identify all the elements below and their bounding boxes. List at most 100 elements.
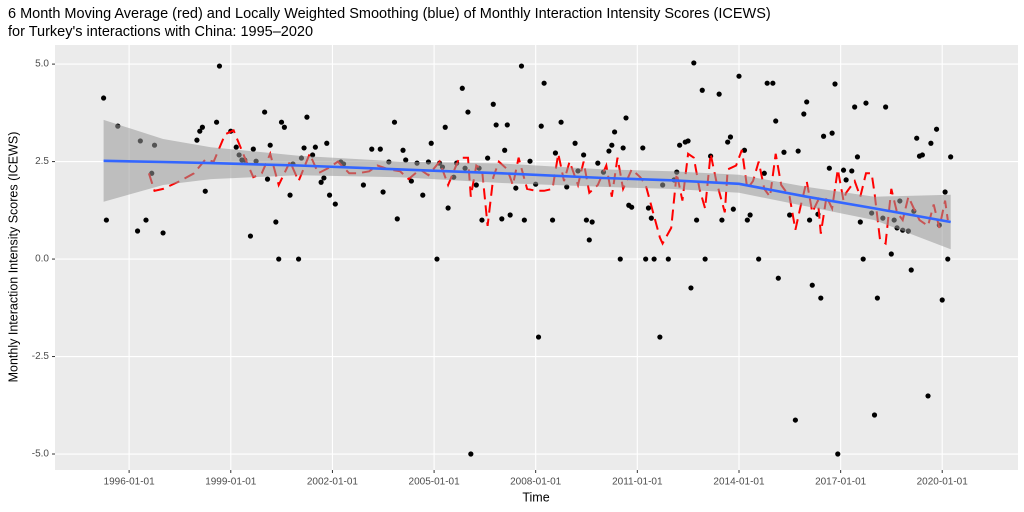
data-point bbox=[473, 182, 479, 188]
data-point bbox=[521, 217, 527, 223]
data-point bbox=[843, 177, 849, 183]
x-tick-label: 2011-01-01 bbox=[612, 477, 663, 488]
data-point bbox=[332, 201, 338, 207]
data-point bbox=[939, 297, 945, 303]
data-point bbox=[756, 256, 762, 262]
data-point bbox=[832, 81, 838, 87]
data-point bbox=[849, 168, 855, 174]
data-point bbox=[928, 140, 934, 146]
data-point bbox=[199, 124, 205, 130]
data-point bbox=[770, 80, 776, 86]
data-point bbox=[535, 334, 542, 340]
data-point bbox=[564, 184, 570, 190]
data-point bbox=[394, 216, 400, 222]
data-point bbox=[558, 119, 564, 125]
y-tick-label: -2.5 bbox=[32, 351, 50, 362]
data-point bbox=[719, 217, 725, 223]
x-tick-label: 2020-01-01 bbox=[917, 477, 969, 488]
data-point bbox=[829, 130, 835, 136]
data-point bbox=[857, 219, 863, 225]
data-point bbox=[499, 216, 505, 222]
data-point bbox=[321, 175, 327, 181]
data-point bbox=[787, 212, 793, 218]
data-point bbox=[216, 63, 223, 69]
data-point bbox=[549, 217, 556, 223]
data-point bbox=[677, 142, 683, 148]
data-point bbox=[871, 412, 878, 418]
data-point bbox=[360, 182, 367, 188]
data-point bbox=[468, 451, 474, 457]
data-point bbox=[606, 148, 612, 154]
data-point bbox=[806, 217, 813, 223]
data-point bbox=[143, 217, 149, 223]
x-tick-label: 2008-01-01 bbox=[510, 477, 562, 488]
data-point bbox=[685, 138, 691, 144]
data-point bbox=[583, 217, 590, 223]
data-point bbox=[688, 285, 694, 291]
data-point bbox=[103, 217, 109, 223]
data-point bbox=[612, 129, 618, 135]
data-point bbox=[933, 126, 940, 132]
data-point bbox=[485, 155, 491, 161]
data-point bbox=[318, 179, 324, 185]
x-tick-label: 2017-01-01 bbox=[815, 477, 867, 488]
confidence-band bbox=[103, 119, 951, 250]
data-point bbox=[764, 80, 770, 86]
data-point bbox=[589, 219, 595, 225]
data-point bbox=[761, 170, 767, 176]
data-point bbox=[925, 393, 931, 399]
data-point bbox=[645, 205, 652, 211]
data-point bbox=[527, 158, 533, 164]
data-point bbox=[428, 140, 434, 146]
data-point bbox=[945, 256, 951, 262]
x-tick-label: 2005-01-01 bbox=[409, 477, 461, 488]
data-point bbox=[194, 137, 200, 143]
data-point bbox=[267, 142, 273, 148]
data-point bbox=[730, 206, 736, 212]
data-point bbox=[276, 256, 282, 262]
data-point bbox=[914, 135, 920, 141]
data-point bbox=[581, 152, 587, 158]
y-tick-label: 0.0 bbox=[35, 254, 49, 265]
data-point bbox=[888, 251, 894, 257]
data-point bbox=[403, 157, 409, 163]
data-point bbox=[727, 134, 734, 140]
data-point bbox=[702, 256, 708, 262]
data-point bbox=[304, 114, 310, 120]
data-point bbox=[804, 99, 810, 105]
data-point bbox=[309, 152, 316, 158]
data-point bbox=[281, 124, 287, 130]
data-point bbox=[648, 215, 654, 221]
data-point bbox=[809, 282, 815, 288]
data-point bbox=[552, 150, 559, 156]
data-point bbox=[651, 256, 657, 262]
data-point bbox=[295, 256, 302, 262]
data-point bbox=[801, 111, 807, 117]
data-point bbox=[541, 80, 547, 86]
data-point bbox=[247, 233, 254, 239]
data-point bbox=[262, 109, 268, 115]
data-point bbox=[835, 451, 841, 457]
smooth-line bbox=[103, 159, 951, 224]
data-point bbox=[377, 146, 383, 152]
data-point bbox=[852, 104, 858, 110]
data-point bbox=[233, 144, 239, 150]
data-point bbox=[609, 142, 615, 148]
data-point bbox=[324, 140, 330, 146]
data-point bbox=[691, 60, 697, 66]
data-point bbox=[312, 144, 318, 150]
x-tick-label: 1999-01-01 bbox=[205, 477, 257, 488]
data-point bbox=[287, 192, 293, 198]
x-tick-label: 2014-01-01 bbox=[713, 477, 765, 488]
data-point bbox=[716, 91, 722, 97]
data-point bbox=[948, 154, 954, 160]
data-point bbox=[301, 145, 307, 151]
data-point bbox=[434, 256, 440, 262]
data-point bbox=[908, 267, 914, 273]
data-point bbox=[400, 147, 406, 153]
data-point bbox=[507, 212, 513, 218]
chart-subtitle: for Turkey's interactions with China: 19… bbox=[8, 24, 313, 40]
data-point bbox=[250, 146, 256, 152]
data-point bbox=[860, 256, 866, 262]
